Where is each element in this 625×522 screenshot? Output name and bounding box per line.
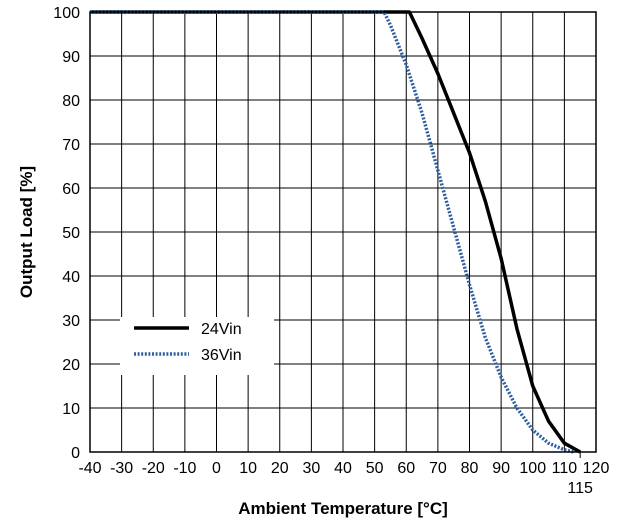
y-tick-label: 30 [62,313,80,330]
x-tick-label: 50 [366,460,384,477]
y-tick-label: 90 [62,49,80,66]
series-layer [90,10,582,454]
legend-label-36Vin: 36Vin [201,347,242,364]
y-tick-labels: 0 10 20 30 40 50 60 70 80 90 100 [53,5,80,462]
x-tick-label: 120 [583,460,610,477]
y-tick-label: 10 [62,401,80,418]
y-tick-label: 0 [71,445,80,462]
x-tick-label: 10 [239,460,257,477]
x-tick-label: 70 [429,460,447,477]
legend-label-24Vin: 24Vin [201,321,242,338]
y-tick-label: 70 [62,137,80,154]
x-tick-label: 60 [397,460,415,477]
grid [89,11,597,453]
x-tick-labels: -40 -30 -20 -10 0 10 20 30 40 50 60 70 80 90 100 110 120… [78,452,609,497]
y-tick-label: 50 [62,225,80,242]
x-tick-label: 40 [334,460,352,477]
x-tick-label: 100 [519,460,546,477]
plot-frame [89,11,597,453]
x-axis-label: Ambient Temperature [°C] [238,499,448,518]
y-tick-label: 20 [62,357,80,374]
x-tick-label: 30 [302,460,320,477]
y-tick-label: 60 [62,181,80,198]
y-axis-label: Output Load [%] [17,166,36,298]
x-tick-label: 80 [461,460,479,477]
x-tick-label: -20 [142,460,165,477]
series-line-24Vin [90,10,582,454]
y-tick-label: 100 [53,5,80,22]
x-tick-label: -40 [78,460,101,477]
y-tick-label: 80 [62,93,80,110]
legend-background [120,317,274,375]
legend: 24Vin 36Vin [120,317,274,375]
y-tick-label: 40 [62,269,80,286]
x-tick-label: -30 [110,460,133,477]
x-tick-label: 0 [212,460,221,477]
x-extra-tick-label: 115 [567,480,593,497]
x-tick-label: 20 [271,460,289,477]
series-line-36Vin [90,10,575,454]
x-tick-label: 90 [492,460,510,477]
x-tick-label: 110 [552,460,578,477]
x-tick-label: -10 [173,460,196,477]
